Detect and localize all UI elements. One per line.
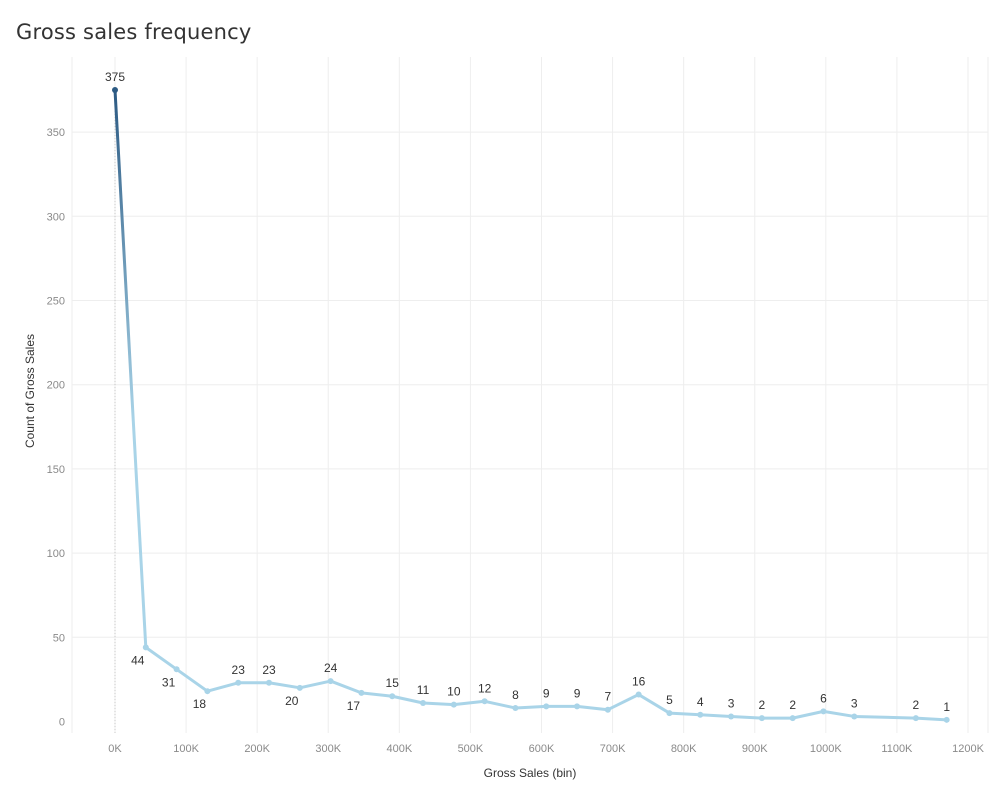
data-point[interactable] bbox=[389, 693, 396, 700]
data-label: 8 bbox=[512, 688, 519, 702]
data-point[interactable] bbox=[296, 684, 303, 691]
x-tick-label: 0K bbox=[108, 743, 122, 755]
data-point[interactable] bbox=[235, 679, 242, 686]
data-label: 1 bbox=[943, 700, 950, 714]
data-point[interactable] bbox=[112, 87, 118, 93]
data-label: 15 bbox=[386, 676, 400, 690]
x-tick-label: 300K bbox=[315, 743, 341, 755]
data-point[interactable] bbox=[358, 689, 365, 696]
y-tick-label: 250 bbox=[47, 296, 65, 308]
data-point[interactable] bbox=[574, 703, 581, 710]
data-point[interactable] bbox=[789, 715, 796, 722]
data-point[interactable] bbox=[758, 715, 765, 722]
data-point[interactable] bbox=[204, 688, 211, 695]
y-tick-label: 100 bbox=[47, 548, 65, 560]
y-tick-label: 150 bbox=[47, 464, 65, 476]
y-axis-title: Count of Gross Sales bbox=[23, 334, 37, 448]
x-tick-label: 800K bbox=[671, 743, 697, 755]
series-line bbox=[113, 88, 949, 722]
data-label: 31 bbox=[162, 675, 176, 689]
data-label: 24 bbox=[324, 661, 338, 675]
data-label: 18 bbox=[193, 697, 207, 711]
grid-lines bbox=[71, 57, 989, 733]
data-point[interactable] bbox=[604, 706, 611, 713]
data-point[interactable] bbox=[327, 678, 334, 685]
data-point[interactable] bbox=[851, 713, 858, 720]
y-tick-label: 300 bbox=[47, 211, 65, 223]
data-label: 9 bbox=[574, 686, 581, 700]
y-tick-label: 0 bbox=[59, 717, 65, 729]
data-point[interactable] bbox=[943, 716, 950, 723]
data-point[interactable] bbox=[820, 708, 827, 715]
x-axis-title: Gross Sales (bin) bbox=[484, 766, 577, 780]
x-tick-label: 1000K bbox=[810, 743, 842, 755]
data-label: 11 bbox=[417, 683, 430, 697]
data-label: 4 bbox=[697, 695, 704, 709]
y-tick-label: 200 bbox=[47, 380, 65, 392]
data-point[interactable] bbox=[266, 679, 273, 686]
data-label: 44 bbox=[131, 653, 145, 667]
data-point[interactable] bbox=[728, 713, 735, 720]
data-point[interactable] bbox=[635, 691, 642, 698]
data-label: 10 bbox=[447, 685, 461, 699]
x-tick-label: 700K bbox=[600, 743, 626, 755]
x-tick-label: 1200K bbox=[952, 743, 984, 755]
data-label: 23 bbox=[232, 663, 246, 677]
chart-title: Gross sales frequency bbox=[16, 20, 252, 44]
data-label: 6 bbox=[820, 691, 827, 705]
data-point[interactable] bbox=[142, 644, 149, 651]
x-tick-label: 500K bbox=[458, 743, 484, 755]
data-label: 3 bbox=[728, 696, 735, 710]
x-tick-label: 200K bbox=[244, 743, 270, 755]
data-point[interactable] bbox=[912, 715, 919, 722]
data-label: 20 bbox=[285, 694, 299, 708]
data-label: 3 bbox=[851, 696, 858, 710]
data-point[interactable] bbox=[450, 701, 457, 708]
x-tick-label: 400K bbox=[386, 743, 412, 755]
data-point[interactable] bbox=[697, 711, 704, 718]
data-label: 375 bbox=[105, 70, 125, 84]
data-label: 9 bbox=[543, 686, 550, 700]
data-label: 7 bbox=[605, 690, 612, 704]
data-label: 23 bbox=[262, 663, 276, 677]
y-axis-ticks: 0 50 100 150 200 250 300 350 bbox=[47, 127, 65, 728]
data-label: 17 bbox=[347, 699, 361, 713]
data-label: 2 bbox=[789, 698, 796, 712]
x-tick-label: 900K bbox=[742, 743, 768, 755]
data-point[interactable] bbox=[420, 699, 427, 706]
x-tick-label: 1100K bbox=[881, 743, 913, 755]
data-label: 5 bbox=[666, 693, 673, 707]
y-tick-label: 50 bbox=[53, 632, 65, 644]
x-tick-label: 600K bbox=[529, 743, 555, 755]
data-point[interactable] bbox=[543, 703, 550, 710]
data-label: 2 bbox=[759, 698, 766, 712]
x-axis-ticks: 0K 100K 200K 300K 400K 500K 600K 700K 800K 900K 10… bbox=[108, 743, 984, 755]
y-tick-label: 350 bbox=[47, 127, 65, 139]
x-tick-label: 100K bbox=[173, 743, 199, 755]
data-point[interactable] bbox=[512, 705, 519, 712]
series-polyline bbox=[113, 88, 949, 722]
data-label: 12 bbox=[478, 681, 492, 695]
data-label: 2 bbox=[913, 698, 920, 712]
data-point[interactable] bbox=[481, 698, 488, 705]
data-point[interactable] bbox=[666, 710, 673, 717]
data-point[interactable] bbox=[173, 666, 180, 673]
data-label: 16 bbox=[632, 675, 646, 689]
data-points bbox=[112, 87, 950, 723]
